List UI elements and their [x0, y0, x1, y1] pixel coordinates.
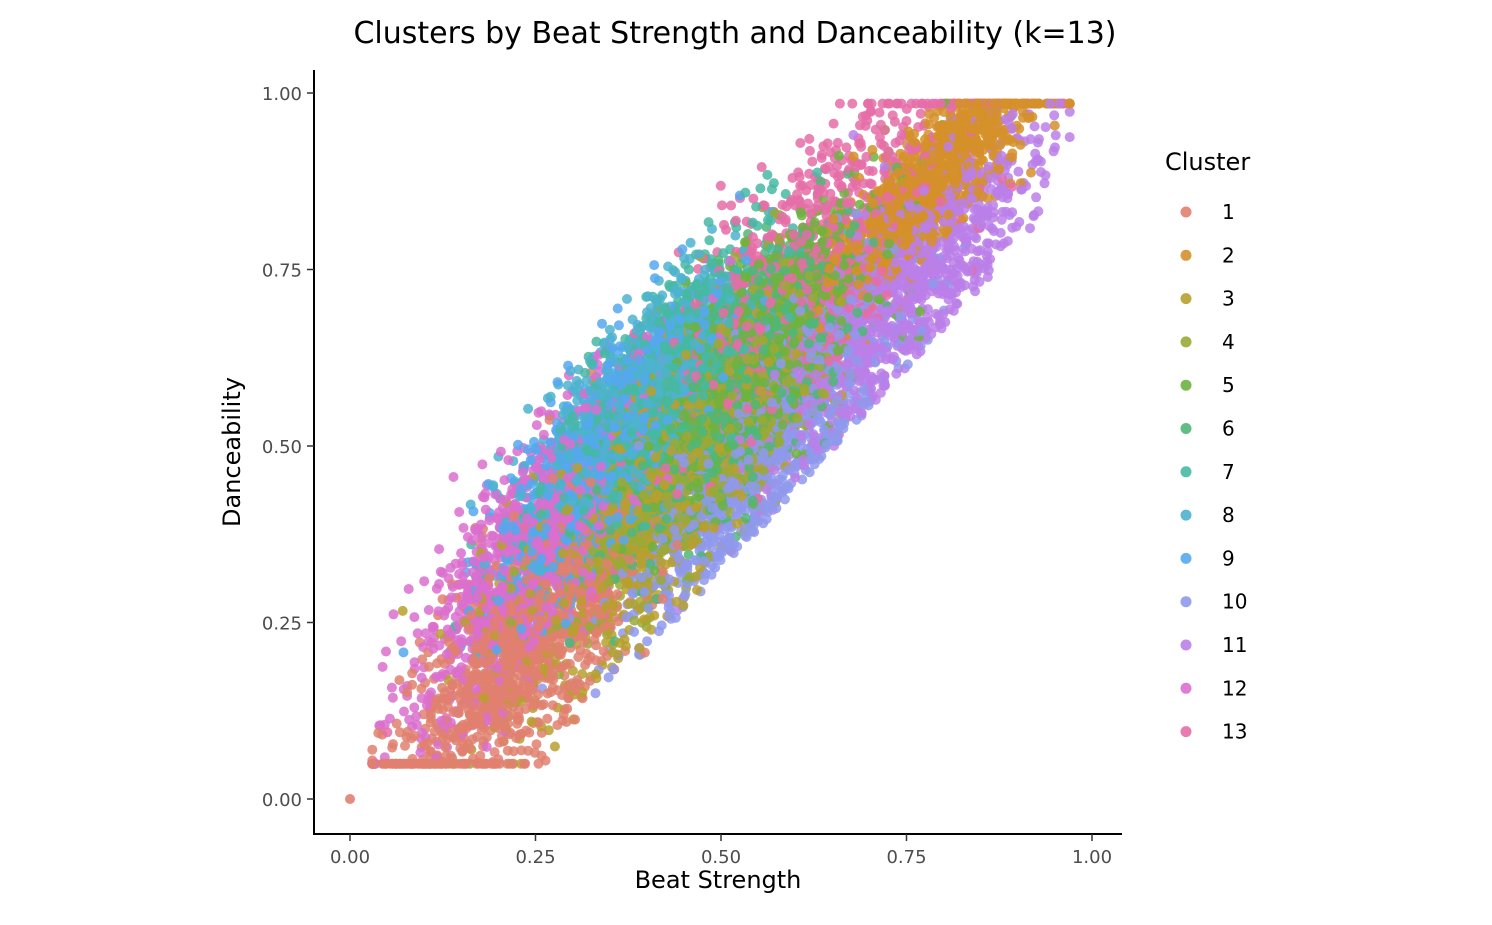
point-cluster-7	[704, 235, 715, 246]
point-cluster-1	[416, 683, 427, 694]
point-cluster-8	[562, 380, 573, 391]
point-cluster-3	[397, 605, 408, 616]
chart-title: Clusters by Beat Strength and Danceabili…	[353, 16, 1117, 51]
point-cluster-1	[394, 675, 405, 686]
point-cluster-13	[717, 200, 727, 211]
point-cluster-9	[649, 260, 660, 271]
point-cluster-12	[531, 420, 542, 431]
point-cluster-12	[388, 609, 399, 620]
points-layer	[345, 98, 1075, 804]
point-cluster-12	[434, 544, 445, 555]
point-cluster-1	[531, 739, 542, 750]
point-cluster-1	[498, 736, 509, 747]
point-cluster-9	[612, 303, 623, 314]
point-cluster-9	[613, 320, 624, 331]
point-cluster-11	[879, 161, 890, 172]
point-cluster-13	[715, 180, 726, 191]
point-cluster-12	[419, 576, 430, 587]
point-cluster-11	[1029, 121, 1040, 132]
point-cluster-13	[795, 138, 806, 148]
point-cluster-9	[468, 506, 479, 517]
point-cluster-9	[597, 318, 607, 329]
point-cluster-7	[755, 183, 766, 194]
point-cluster-8	[685, 237, 696, 248]
point-cluster-12	[448, 472, 459, 482]
point-cluster-13	[693, 264, 704, 274]
point-cluster-7	[683, 264, 694, 275]
point-cluster-13	[841, 142, 852, 153]
point-cluster-1	[570, 714, 581, 725]
point-cluster-12	[381, 646, 391, 657]
